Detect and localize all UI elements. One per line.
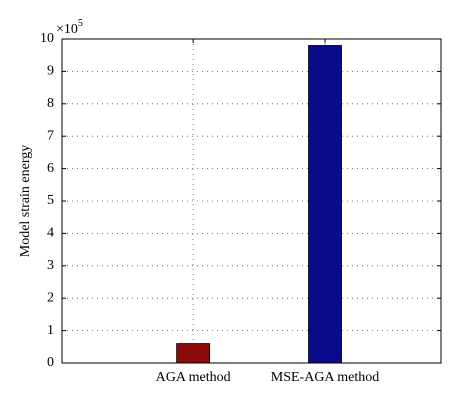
y-axis-label: Model strain energy — [18, 145, 33, 258]
y-tick-label: 6 — [47, 161, 54, 176]
x-tick-label: AGA method — [156, 370, 231, 385]
y-tick-label: 2 — [47, 290, 54, 305]
y-tick-label: 10 — [40, 31, 54, 46]
x-tick-label: MSE-AGA method — [271, 370, 380, 385]
bar — [176, 343, 211, 364]
bar — [308, 45, 342, 364]
y-tick-label: 1 — [47, 323, 54, 338]
y-tick-label: 8 — [47, 96, 54, 111]
y-tick-label: 3 — [47, 258, 54, 273]
y-multiplier-base: ×10 — [56, 22, 78, 37]
y-multiplier: ×105 — [56, 18, 83, 37]
y-tick-label: 9 — [47, 64, 54, 79]
plot-frame — [61, 38, 442, 364]
y-tick-label: 7 — [47, 128, 54, 143]
y-tick-label: 4 — [47, 226, 54, 241]
y-tick-label: 0 — [47, 355, 54, 370]
y-multiplier-exponent: 5 — [78, 18, 83, 29]
y-tick-label: 5 — [47, 193, 54, 208]
